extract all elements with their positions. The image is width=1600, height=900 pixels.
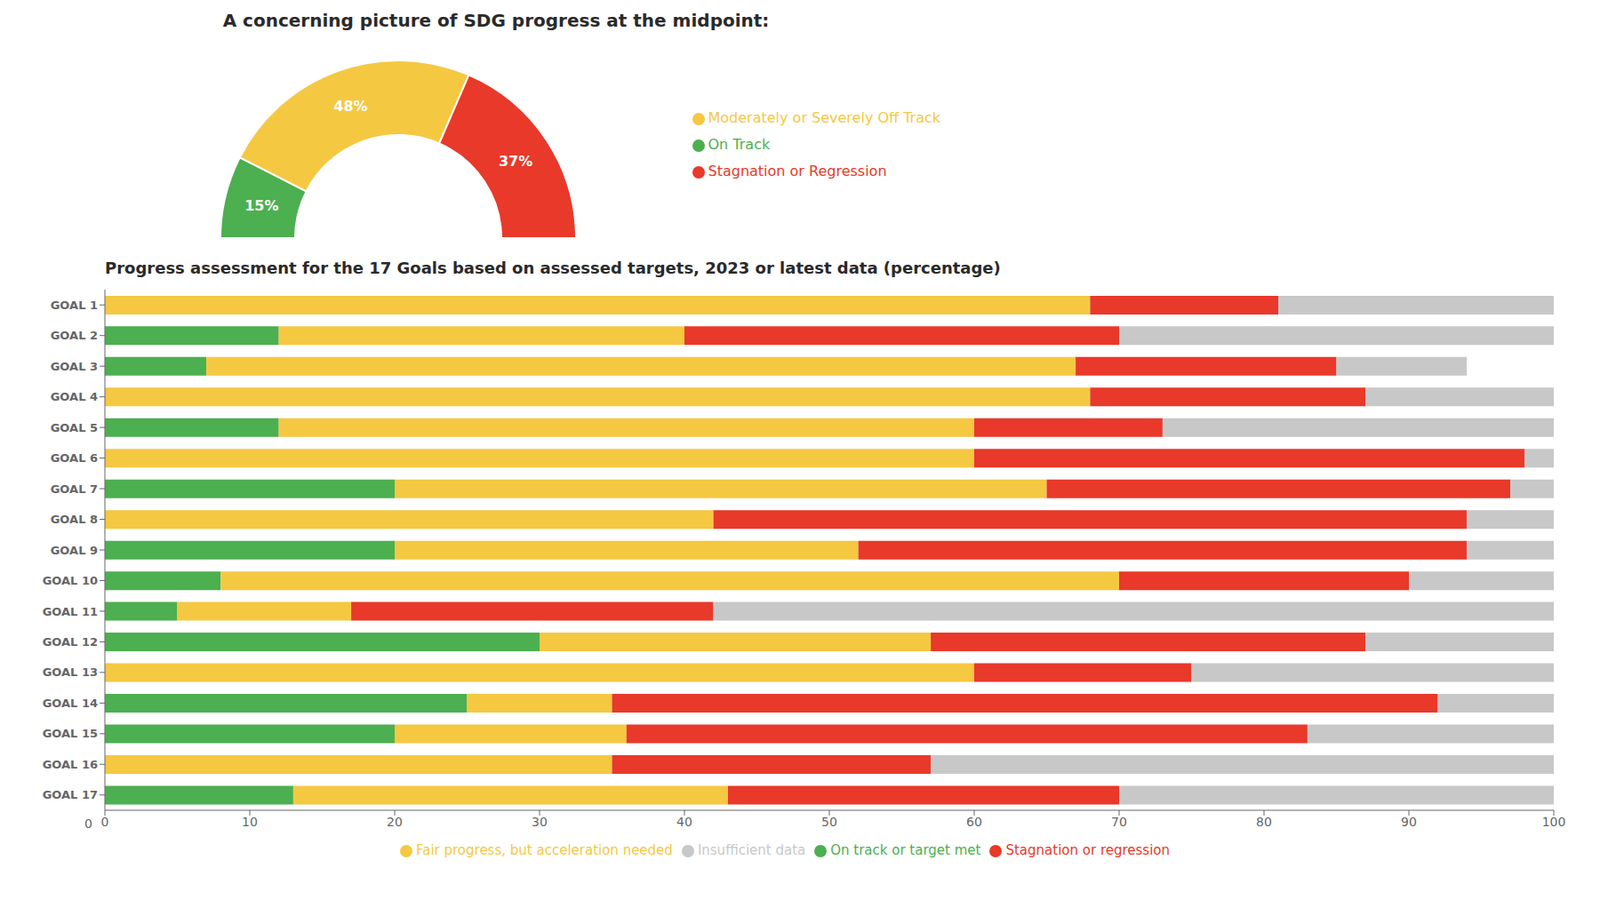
- html-text:On Track: On Track: [708, 136, 770, 153]
- html-text:A concerning picture of SDG pr: A concerning picture of SDG progress at …: [222, 9, 770, 32]
- html-text:On track or target met: On track or target met: [830, 842, 981, 859]
- svg-text:70: 70: [1111, 815, 1128, 830]
- svg-text:37%: 37%: [498, 152, 533, 170]
- svg-text:60: 60: [966, 815, 983, 830]
- svg-text:GOAL 8: GOAL 8: [50, 512, 98, 527]
- svg-text:GOAL 4: GOAL 4: [50, 390, 98, 404]
- svg-text:0: 0: [101, 815, 110, 830]
- svg-text:30: 30: [531, 815, 548, 830]
- svg-text:20: 20: [386, 815, 403, 830]
- svg-text:GOAL 6: GOAL 6: [50, 451, 98, 465]
- svg-text:40: 40: [676, 815, 693, 830]
- svg-text:GOAL 14: GOAL 14: [42, 696, 98, 711]
- svg-text:0: 0: [84, 816, 93, 832]
- svg-text:GOAL 3: GOAL 3: [50, 360, 98, 374]
- svg-text:100: 100: [1542, 815, 1567, 830]
- svg-text:GOAL 11: GOAL 11: [42, 605, 98, 619]
- svg-text:GOAL 17: GOAL 17: [42, 788, 98, 802]
- html-text:Progress assessment for the 17: Progress assessment for the 17 Goals bas…: [104, 258, 1001, 278]
- svg-text:50: 50: [821, 815, 838, 830]
- svg-text:GOAL 1: GOAL 1: [50, 298, 98, 312]
- svg-text:48%: 48%: [333, 97, 368, 115]
- html-text:Moderately or Severely Off Tra: Moderately or Severely Off Track: [708, 109, 941, 127]
- svg-text:90: 90: [1400, 815, 1417, 830]
- svg-text:GOAL 2: GOAL 2: [50, 328, 98, 343]
- svg-text:10: 10: [241, 815, 258, 830]
- svg-text:15%: 15%: [244, 197, 279, 215]
- svg-text:GOAL 12: GOAL 12: [42, 635, 98, 649]
- svg-text:GOAL 7: GOAL 7: [50, 482, 98, 496]
- svg-text:GOAL 5: GOAL 5: [50, 421, 98, 435]
- svg-text:GOAL 15: GOAL 15: [42, 727, 98, 741]
- svg-text:GOAL 16: GOAL 16: [42, 758, 98, 772]
- svg-text:80: 80: [1256, 815, 1272, 830]
- html-text:Stagnation or regression: Stagnation or regression: [1005, 842, 1170, 859]
- html-text:Stagnation or Regression: Stagnation or Regression: [708, 162, 887, 180]
- html-text:Insufficient data: Insufficient data: [697, 842, 806, 859]
- html-text:Fair progress, but acceleratio: Fair progress, but acceleration needed: [416, 842, 673, 859]
- svg-text:GOAL 10: GOAL 10: [42, 574, 98, 588]
- svg-text:GOAL 13: GOAL 13: [42, 665, 98, 680]
- svg-text:GOAL 9: GOAL 9: [50, 544, 98, 558]
